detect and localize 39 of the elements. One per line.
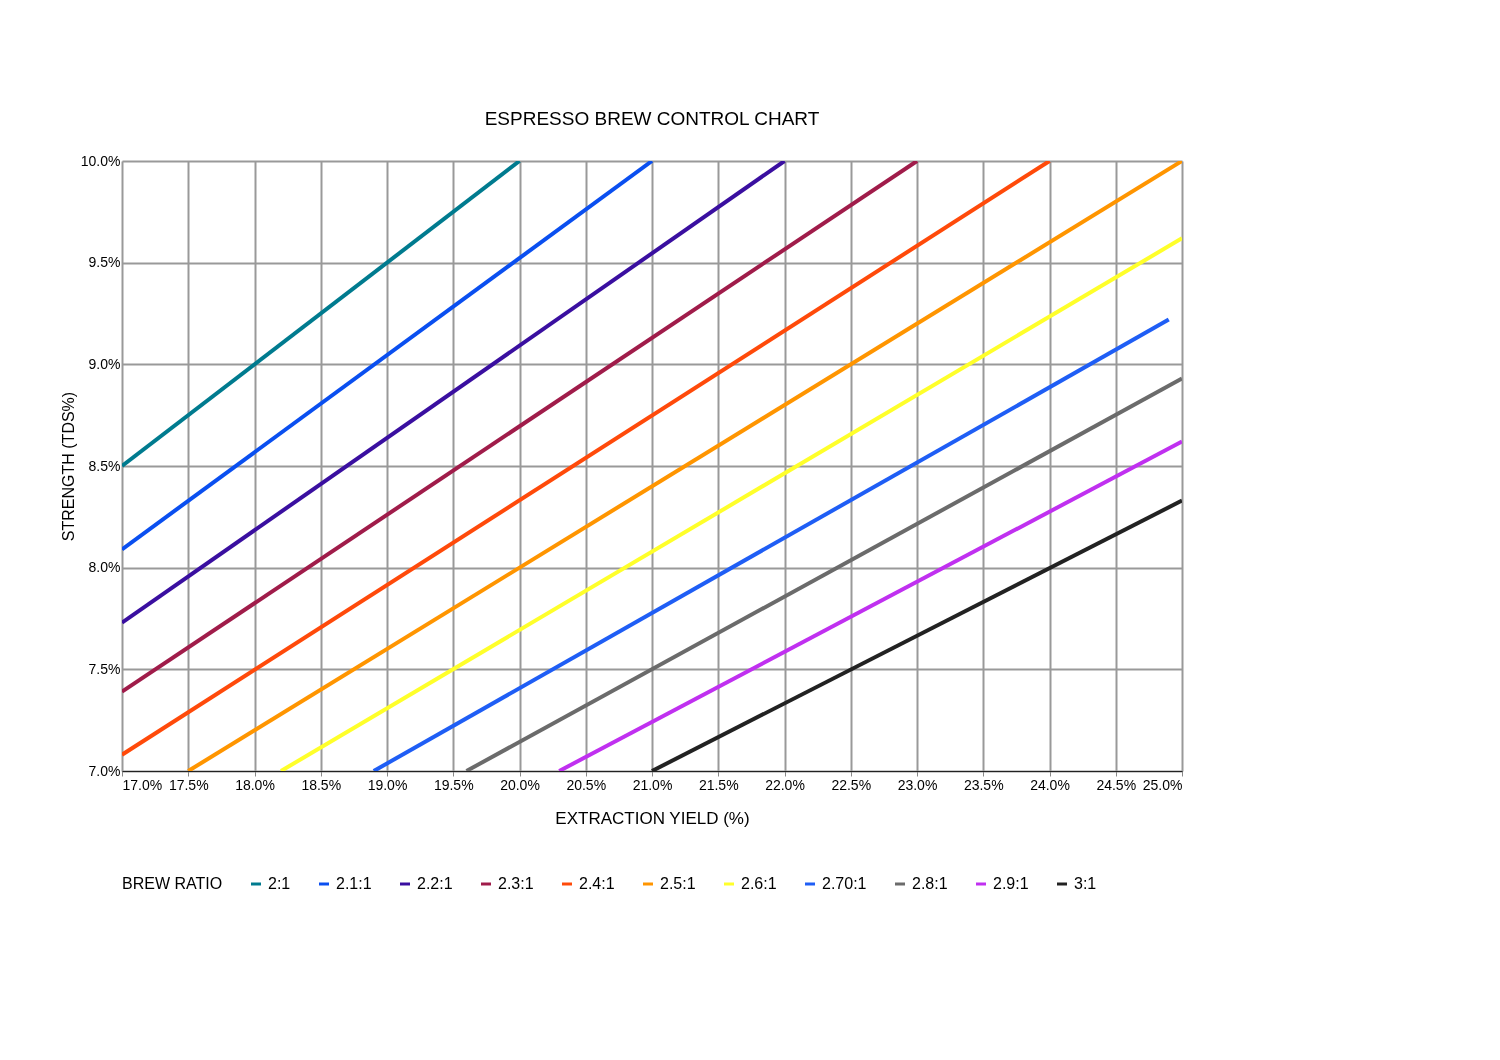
x-tick-label: 21.0% bbox=[632, 776, 673, 793]
y-tick-label: 9.5% bbox=[88, 254, 121, 271]
y-tick-label: 7.0% bbox=[88, 762, 121, 779]
legend-label: 2.4:1 bbox=[579, 875, 615, 892]
legend-label: 2.9:1 bbox=[993, 875, 1029, 892]
legend-label: 2.3:1 bbox=[498, 875, 534, 892]
y-tick-label: 9.0% bbox=[88, 355, 121, 372]
chart-title: ESPRESSO BREW CONTROL CHART bbox=[484, 108, 820, 129]
y-tick-label: 8.5% bbox=[88, 457, 121, 474]
x-tick-label: 19.5% bbox=[433, 776, 474, 793]
legend-label: 2.5:1 bbox=[660, 875, 696, 892]
legend-label: 2.8:1 bbox=[912, 875, 948, 892]
y-tick-label: 8.0% bbox=[88, 559, 121, 576]
legend-label: 3:1 bbox=[1074, 875, 1097, 892]
x-tick-label: 22.0% bbox=[765, 776, 805, 793]
legend-label: 2.70:1 bbox=[822, 875, 867, 892]
legend-title: BREW RATIO bbox=[122, 875, 223, 892]
x-tick-label: 18.5% bbox=[301, 776, 342, 793]
x-tick-label: 20.0% bbox=[500, 776, 540, 793]
x-tick-label: 19.0% bbox=[367, 776, 408, 793]
legend-label: 2.6:1 bbox=[741, 875, 777, 892]
x-tick-label: 17.5% bbox=[168, 776, 209, 793]
x-tick-label: 23.0% bbox=[897, 776, 938, 793]
x-tick-label: 25.0% bbox=[1142, 776, 1183, 793]
x-tick-label: 18.0% bbox=[235, 776, 275, 793]
x-tick-label: 24.0% bbox=[1030, 776, 1070, 793]
x-tick-label: 20.5% bbox=[566, 776, 607, 793]
x-tick-label: 23.5% bbox=[963, 776, 1004, 793]
x-axis-title: EXTRACTION YIELD (%) bbox=[555, 808, 750, 828]
y-tick-label: 10.0% bbox=[80, 152, 121, 169]
legend-label: 2.2:1 bbox=[417, 875, 453, 892]
legend-label: 2.1:1 bbox=[336, 875, 372, 892]
y-axis-title: STRENGTH (TDS%) bbox=[59, 391, 77, 542]
legend-label: 2:1 bbox=[268, 875, 291, 892]
x-tick-label: 21.5% bbox=[698, 776, 739, 793]
x-tick-label: 17.0% bbox=[122, 776, 163, 793]
x-tick-label: 22.5% bbox=[831, 776, 872, 793]
x-tick-label: 24.5% bbox=[1096, 776, 1137, 793]
y-tick-label: 7.5% bbox=[88, 660, 121, 677]
